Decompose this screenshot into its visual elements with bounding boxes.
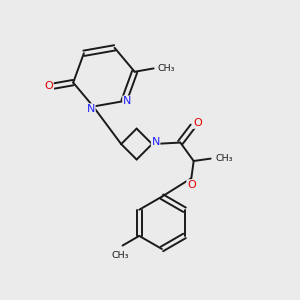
Text: CH₃: CH₃	[157, 64, 175, 73]
Text: N: N	[87, 104, 95, 114]
Text: O: O	[44, 81, 53, 91]
Text: N: N	[123, 96, 131, 106]
Text: N: N	[152, 137, 160, 147]
Text: O: O	[193, 118, 202, 128]
Text: CH₃: CH₃	[111, 251, 129, 260]
Text: O: O	[187, 180, 196, 190]
Text: CH₃: CH₃	[215, 154, 232, 163]
